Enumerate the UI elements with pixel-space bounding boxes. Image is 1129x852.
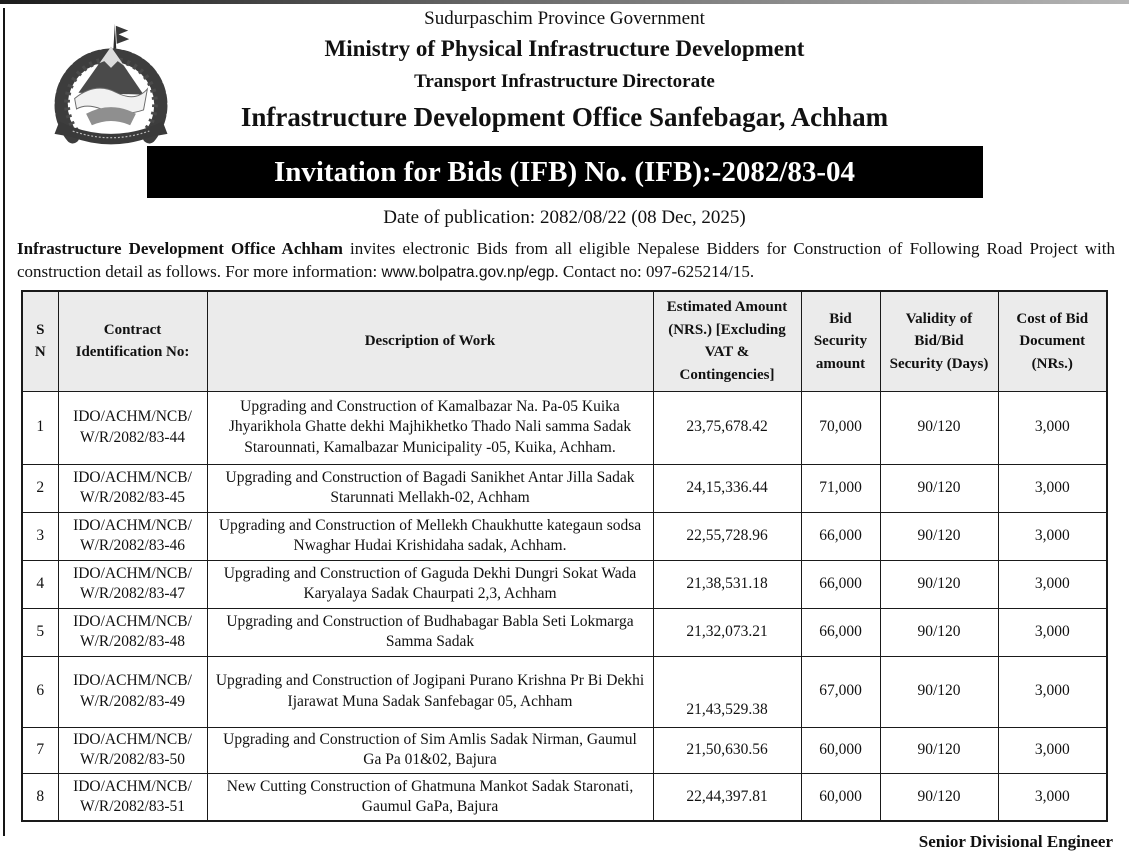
bids-table: S N Contract Identification No: Descript… [21,290,1108,823]
table-row: 2 IDO/ACHM/NCB/ W/R/2082/83-45 Upgrading… [21,463,1108,513]
estimated-amount-cell: 22,44,397.81 [652,772,802,822]
intro-contact-text: . Contact no: 097-625214/15. [554,261,755,281]
estimated-amount-cell: 24,15,336.44 [652,463,802,513]
description-cell: Upgrading and Construction of Budhabagar… [206,607,654,657]
cost-cell: 3,000 [997,726,1108,774]
contract-id-cell: IDO/ACHM/NCB/ W/R/2082/83-51 [57,772,208,822]
description-cell: Upgrading and Construction of Bagadi San… [206,463,654,513]
description-cell: New Cutting Construction of Ghatmuna Man… [206,772,654,822]
cost-cell: 3,000 [997,772,1108,822]
table-row: 7 IDO/ACHM/NCB/ W/R/2082/83-50 Upgrading… [21,726,1108,774]
table-row: 3 IDO/ACHM/NCB/ W/R/2082/83-46 Upgrading… [21,511,1108,561]
sn-cell: 6 [21,655,59,728]
contract-id-cell: IDO/ACHM/NCB/ W/R/2082/83-47 [57,559,208,609]
nepal-emblem-icon [54,23,168,145]
sn-cell: 1 [21,390,59,465]
column-header-contract-id: Contract Identification No: [57,290,208,392]
validity-cell: 90/120 [879,772,999,822]
contract-id-cell: IDO/ACHM/NCB/ W/R/2082/83-44 [57,390,208,465]
intro-body-text: invites electronic Bids from all eligibl… [17,239,1115,281]
bid-security-cell: 66,000 [800,559,881,609]
description-cell: Upgrading and Construction of Gaguda Dek… [206,559,654,609]
description-cell: Upgrading and Construction of Kamalbazar… [206,390,654,465]
bid-security-cell: 60,000 [800,726,881,774]
publication-date: Date of publication: 2082/08/22 (08 Dec,… [383,207,746,228]
table-row: 4 IDO/ACHM/NCB/ W/R/2082/83-47 Upgrading… [21,559,1108,609]
validity-cell: 90/120 [879,511,999,561]
letterhead: Sudurpaschim Province Government Ministr… [0,0,1129,145]
bid-security-cell: 70,000 [800,390,881,465]
table-row: 8 IDO/ACHM/NCB/ W/R/2082/83-51 New Cutti… [21,772,1108,822]
column-header-description: Description of Work [206,290,654,392]
table-row: 1 IDO/ACHM/NCB/ W/R/2082/83-44 Upgrading… [21,390,1108,465]
bid-security-cell: 66,000 [800,607,881,657]
estimated-amount-cell: 21,50,630.56 [652,726,802,774]
sn-cell: 3 [21,511,59,561]
validity-cell: 90/120 [879,390,999,465]
page-left-border [3,8,5,836]
cost-cell: 3,000 [997,607,1108,657]
bolpatra-url: www.bolpatra.gov.np/egp [381,263,555,281]
description-cell: Upgrading and Construction of Mellekh Ch… [206,511,654,561]
bid-security-cell: 60,000 [800,772,881,822]
description-cell: Upgrading and Construction of Jogipani P… [206,655,654,728]
ifb-banner-title: Invitation for Bids (IFB) No. (IFB):-208… [273,155,856,188]
bid-security-cell: 71,000 [800,463,881,513]
sn-cell: 7 [21,726,59,774]
cost-cell: 3,000 [997,390,1108,465]
validity-cell: 90/120 [879,607,999,657]
table-row: 5 IDO/ACHM/NCB/ W/R/2082/83-48 Upgrading… [21,607,1108,657]
column-header-cost: Cost of Bid Document (NRs.) [997,290,1108,392]
description-cell: Upgrading and Construction of Sim Amlis … [206,726,654,774]
table-header-row: S N Contract Identification No: Descript… [21,290,1108,392]
cost-cell: 3,000 [997,511,1108,561]
validity-cell: 90/120 [879,463,999,513]
contract-id-cell: IDO/ACHM/NCB/ W/R/2082/83-50 [57,726,208,774]
sn-cell: 2 [21,463,59,513]
estimated-amount-cell: 21,43,529.38 [652,655,802,728]
contract-id-cell: IDO/ACHM/NCB/ W/R/2082/83-46 [57,511,208,561]
nepal-government-emblem [44,18,178,156]
table-body: 1 IDO/ACHM/NCB/ W/R/2082/83-44 Upgrading… [21,390,1108,822]
column-header-estimated-amount: Estimated Amount (NRS.) [Excluding VAT &… [652,290,802,392]
signature-title: Senior Divisional Engineer [918,832,1113,852]
office-title: Infrastructure Development Office Sanfeb… [240,102,889,132]
bid-security-cell: 67,000 [800,655,881,728]
estimated-amount-cell: 21,32,073.21 [652,607,802,657]
column-header-sn: S N [21,290,59,392]
validity-cell: 90/120 [879,559,999,609]
contract-id-cell: IDO/ACHM/NCB/ W/R/2082/83-48 [57,607,208,657]
estimated-amount-cell: 21,38,531.18 [652,559,802,609]
cost-cell: 3,000 [997,655,1108,728]
bid-security-cell: 66,000 [800,511,881,561]
table-row: 6 IDO/ACHM/NCB/ W/R/2082/83-49 Upgrading… [21,655,1108,728]
sn-cell: 5 [21,607,59,657]
estimated-amount-cell: 23,75,678.42 [652,390,802,465]
page-top-border [0,0,1129,4]
ministry-title: Ministry of Physical Infrastructure Deve… [324,36,805,61]
province-title: Sudurpaschim Province Government [424,8,705,29]
intro-paragraph: Infrastructure Development Office Achham… [17,238,1115,283]
validity-cell: 90/120 [879,726,999,774]
intro-office-name: Infrastructure Development Office Achham [17,239,343,258]
contract-id-cell: IDO/ACHM/NCB/ W/R/2082/83-49 [57,655,208,728]
directorate-title: Transport Infrastructure Directorate [414,71,715,92]
estimated-amount-cell: 22,55,728.96 [652,511,802,561]
column-header-bid-security: Bid Security amount [800,290,881,392]
ifb-banner: Invitation for Bids (IFB) No. (IFB):-208… [146,146,983,198]
column-header-validity: Validity of Bid/Bid Security (Days) [879,290,999,392]
sn-cell: 4 [21,559,59,609]
cost-cell: 3,000 [997,463,1108,513]
contract-id-cell: IDO/ACHM/NCB/ W/R/2082/83-45 [57,463,208,513]
sn-cell: 8 [21,772,59,822]
cost-cell: 3,000 [997,559,1108,609]
validity-cell: 90/120 [879,655,999,728]
